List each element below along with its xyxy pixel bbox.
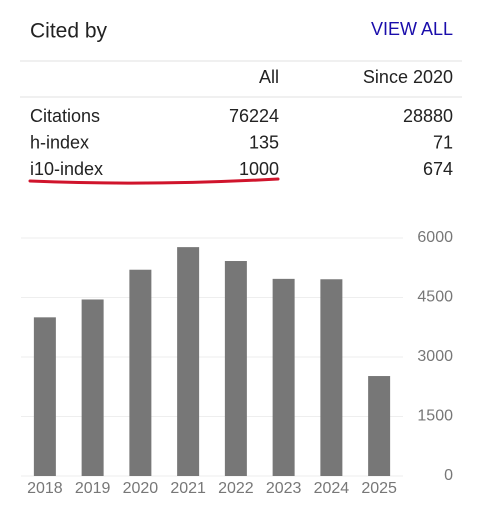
- column-header: All: [259, 67, 279, 87]
- y-tick-label: 3000: [417, 348, 453, 365]
- row-value: 71: [433, 132, 453, 152]
- bar: [129, 269, 152, 476]
- column-header: Since 2020: [363, 67, 453, 87]
- table-body: Citations 76224 28880 h-index 135 71 i10-index…: [30, 106, 453, 179]
- bar: [177, 247, 200, 476]
- x-tick-label: 2021: [170, 480, 206, 497]
- chart: 0 1500 3000 4500 6000 2018 2019 2020 2021 2022 202…: [21, 229, 453, 497]
- row-value: 28880: [403, 106, 453, 126]
- y-tick-label: 4500: [417, 289, 453, 306]
- x-tick-label: 2023: [266, 480, 302, 497]
- y-tick-label: 1500: [417, 408, 453, 425]
- bar: [224, 261, 247, 476]
- bar: [272, 278, 295, 476]
- row-value: 674: [423, 159, 453, 179]
- row-label: i10-index: [30, 159, 103, 179]
- y-tick-label: 0: [444, 467, 453, 484]
- title: Cited by: [30, 20, 108, 43]
- x-tick-label: 2022: [218, 480, 254, 497]
- x-tick-label: 2025: [361, 480, 397, 497]
- row-value: 1000: [239, 159, 279, 179]
- row-label: h-index: [30, 132, 89, 152]
- highlight-underline: [28, 177, 280, 185]
- bar: [368, 376, 391, 476]
- x-tick-label: 2020: [123, 480, 159, 497]
- x-tick-label: 2018: [27, 480, 63, 497]
- row-value: 76224: [229, 106, 279, 126]
- row-label: Citations: [30, 106, 100, 126]
- row-value: 135: [249, 132, 279, 152]
- bar: [320, 279, 343, 476]
- bar: [33, 317, 56, 476]
- y-tick-label: 6000: [417, 229, 453, 246]
- view-all-link[interactable]: VIEW ALL: [371, 19, 453, 39]
- bar: [81, 299, 104, 476]
- x-tick-label: 2019: [75, 480, 111, 497]
- x-tick-label: 2024: [314, 480, 350, 497]
